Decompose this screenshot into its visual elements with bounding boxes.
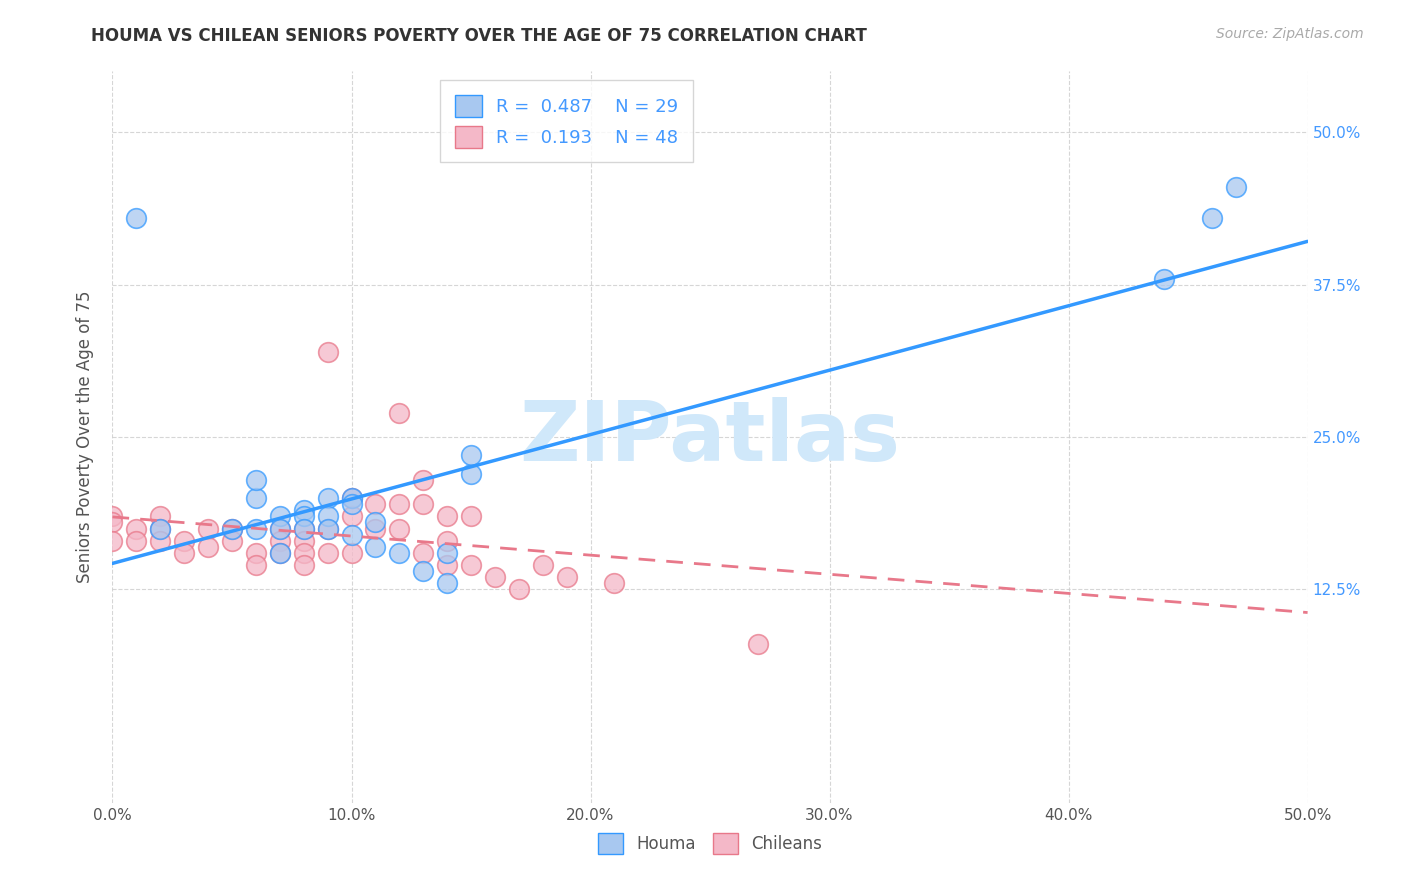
Point: [603, 576, 626, 591]
Point: [388, 497, 411, 511]
Point: [460, 467, 482, 481]
Point: [197, 540, 219, 554]
Point: [221, 533, 243, 548]
Point: [245, 521, 267, 535]
Text: HOUMA VS CHILEAN SENIORS POVERTY OVER THE AGE OF 75 CORRELATION CHART: HOUMA VS CHILEAN SENIORS POVERTY OVER TH…: [91, 27, 868, 45]
Point: [340, 497, 363, 511]
Point: [316, 344, 339, 359]
Point: [436, 576, 458, 591]
Point: [340, 509, 363, 524]
Point: [555, 570, 578, 584]
Point: [388, 406, 411, 420]
Point: [245, 491, 267, 505]
Legend: Houma, Chileans: Houma, Chileans: [592, 827, 828, 860]
Point: [316, 491, 339, 505]
Point: [388, 521, 411, 535]
Point: [508, 582, 530, 597]
Point: [292, 546, 315, 560]
Point: [364, 516, 387, 530]
Point: [340, 527, 363, 541]
Point: [149, 521, 172, 535]
Point: [460, 509, 482, 524]
Point: [364, 497, 387, 511]
Point: [149, 509, 172, 524]
Point: [292, 558, 315, 573]
Point: [388, 546, 411, 560]
Point: [1201, 211, 1223, 225]
Point: [173, 533, 195, 548]
Point: [364, 521, 387, 535]
Point: [412, 564, 434, 578]
Text: ZIPatlas: ZIPatlas: [520, 397, 900, 477]
Point: [340, 546, 363, 560]
Point: [125, 521, 148, 535]
Point: [292, 509, 315, 524]
Point: [245, 473, 267, 487]
Y-axis label: Seniors Poverty Over the Age of 75: Seniors Poverty Over the Age of 75: [76, 291, 94, 583]
Point: [221, 521, 243, 535]
Point: [484, 570, 506, 584]
Point: [436, 509, 458, 524]
Point: [316, 521, 339, 535]
Point: [149, 533, 172, 548]
Point: [436, 533, 458, 548]
Point: [269, 533, 291, 548]
Point: [340, 491, 363, 505]
Point: [125, 533, 148, 548]
Point: [412, 497, 434, 511]
Point: [412, 546, 434, 560]
Point: [245, 546, 267, 560]
Point: [531, 558, 554, 573]
Point: [316, 546, 339, 560]
Point: [221, 521, 243, 535]
Point: [269, 509, 291, 524]
Point: [412, 473, 434, 487]
Point: [436, 558, 458, 573]
Point: [292, 521, 315, 535]
Point: [269, 546, 291, 560]
Point: [316, 521, 339, 535]
Point: [364, 540, 387, 554]
Point: [197, 521, 219, 535]
Point: [460, 558, 482, 573]
Point: [101, 516, 124, 530]
Point: [269, 521, 291, 535]
Point: [292, 503, 315, 517]
Point: [436, 546, 458, 560]
Point: [245, 558, 267, 573]
Point: [340, 491, 363, 505]
Point: [173, 546, 195, 560]
Point: [269, 521, 291, 535]
Point: [292, 533, 315, 548]
Point: [125, 211, 148, 225]
Point: [316, 509, 339, 524]
Point: [292, 521, 315, 535]
Point: [269, 546, 291, 560]
Text: Source: ZipAtlas.com: Source: ZipAtlas.com: [1216, 27, 1364, 41]
Point: [149, 521, 172, 535]
Point: [101, 509, 124, 524]
Point: [101, 533, 124, 548]
Point: [747, 637, 769, 651]
Point: [1225, 180, 1247, 194]
Point: [460, 449, 482, 463]
Point: [1153, 271, 1175, 285]
